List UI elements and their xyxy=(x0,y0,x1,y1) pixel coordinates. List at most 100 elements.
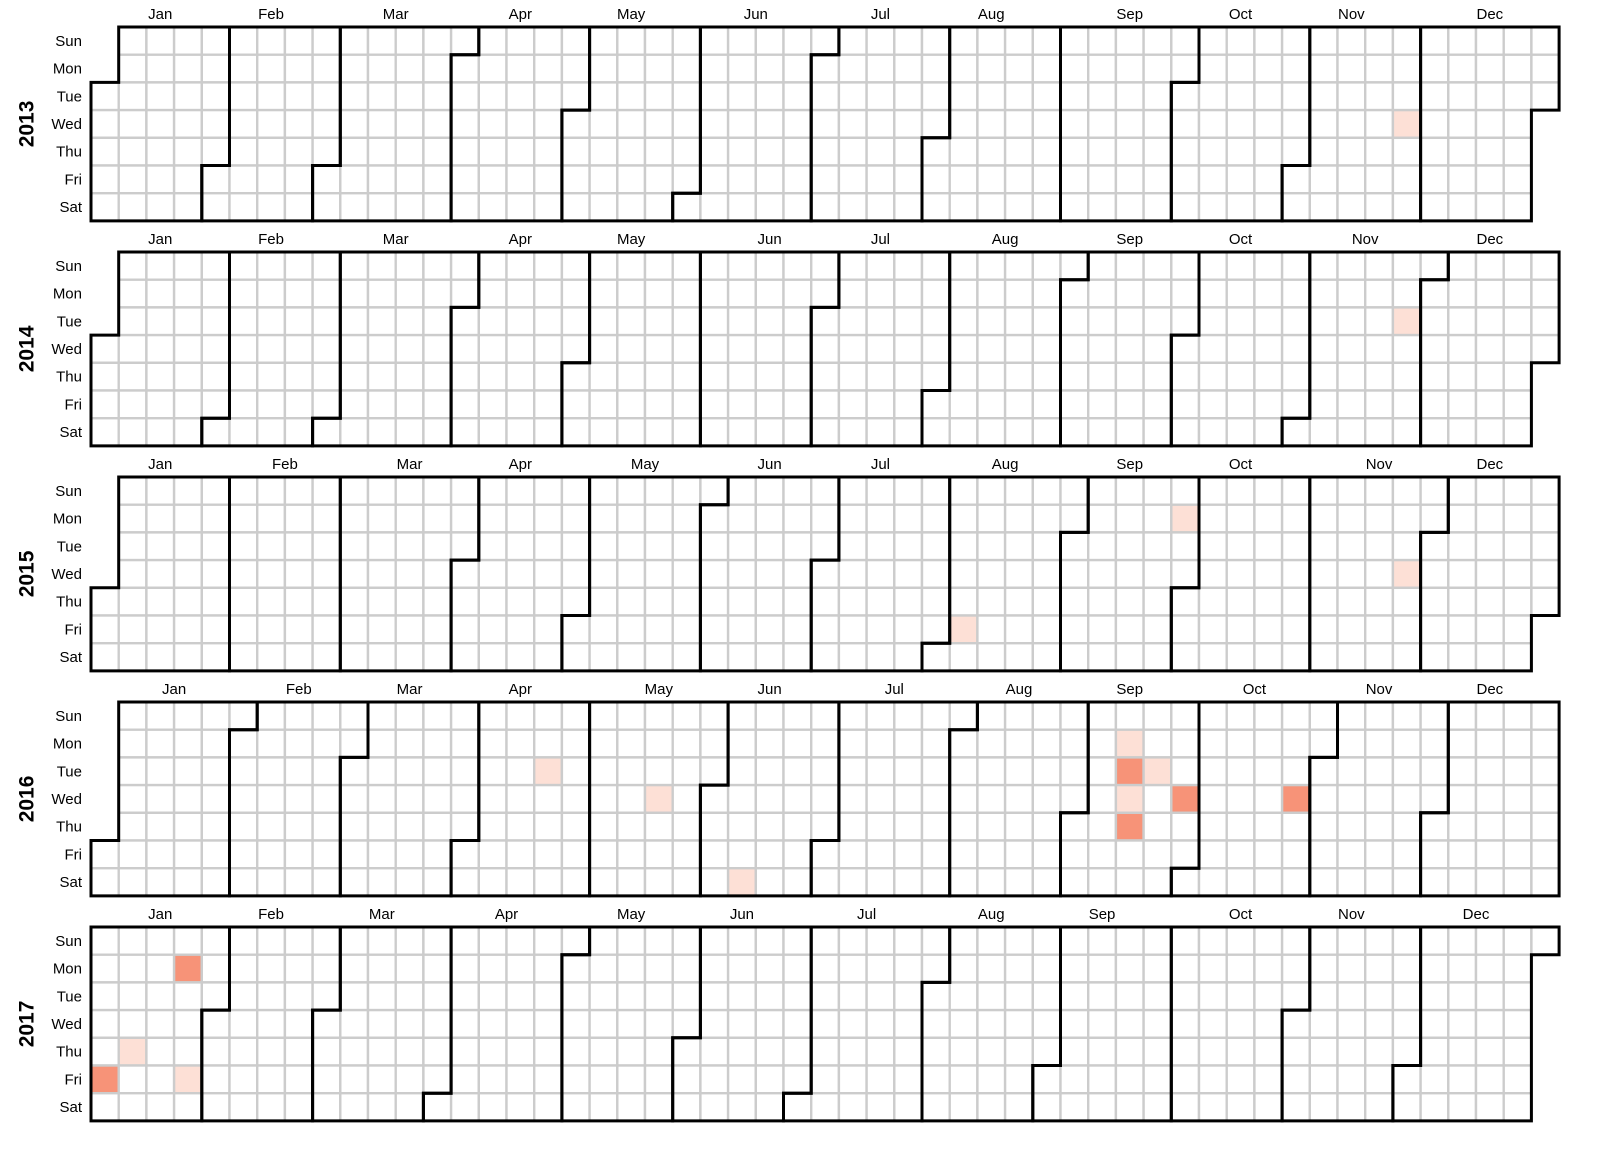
day-cell xyxy=(145,867,176,898)
day-cell xyxy=(643,981,674,1012)
day-cell xyxy=(1170,867,1201,898)
day-cell xyxy=(1308,333,1339,365)
day-cell xyxy=(616,25,647,56)
day-cell xyxy=(283,278,314,309)
day-cells xyxy=(89,250,1561,448)
day-cell xyxy=(394,531,425,562)
day-cell xyxy=(339,558,370,589)
day-cell xyxy=(588,531,619,562)
day-cell xyxy=(256,136,287,167)
day-cell xyxy=(89,164,120,195)
day-cell xyxy=(782,1036,813,1067)
day-cell xyxy=(1003,361,1034,392)
day-cell xyxy=(616,417,647,448)
day-cell xyxy=(976,756,1007,787)
day-cell xyxy=(1391,783,1422,814)
day-cell xyxy=(200,756,231,787)
day-cell xyxy=(948,417,979,448)
day-cell xyxy=(200,839,231,870)
day-cell xyxy=(782,981,813,1012)
day-cell xyxy=(948,81,979,112)
day-cell xyxy=(837,586,868,617)
day-cell xyxy=(1447,756,1478,787)
day-cell xyxy=(228,306,259,337)
day-cell xyxy=(837,25,868,56)
day-cell xyxy=(1170,25,1201,56)
month-label: Feb xyxy=(286,681,312,698)
day-cell xyxy=(1447,389,1478,420)
day-cell xyxy=(1391,586,1422,617)
day-cell xyxy=(1253,925,1284,956)
day-cell-value xyxy=(117,1036,148,1067)
day-cell xyxy=(893,250,924,281)
day-cell xyxy=(1225,25,1256,56)
day-cell xyxy=(1363,1091,1395,1123)
day-cell xyxy=(1003,1064,1034,1095)
day-cell xyxy=(172,136,204,167)
day-cell xyxy=(560,1036,591,1067)
day-cell xyxy=(366,700,397,731)
day-cell xyxy=(643,839,674,870)
day-cell xyxy=(588,191,619,223)
day-cell xyxy=(1280,250,1311,281)
day-cell xyxy=(1225,925,1256,956)
day-cell xyxy=(228,558,259,589)
day-cell xyxy=(1363,191,1395,223)
day-cell xyxy=(1086,531,1118,562)
day-cell xyxy=(366,306,397,337)
day-cell xyxy=(228,614,259,645)
day-cell xyxy=(588,278,619,309)
day-cell xyxy=(200,333,231,365)
weekday-label: Wed xyxy=(51,566,82,583)
day-cell xyxy=(616,642,647,673)
day-cell xyxy=(1363,811,1395,842)
day-cell xyxy=(782,839,813,870)
day-cell xyxy=(643,164,674,195)
day-cell xyxy=(228,728,259,759)
day-cell xyxy=(671,614,702,645)
day-cell xyxy=(1419,278,1450,309)
day-cell xyxy=(1086,839,1118,870)
month-label: Nov xyxy=(1338,906,1365,923)
day-cell xyxy=(256,306,287,337)
year-label: 2013 xyxy=(16,101,39,148)
day-cell xyxy=(1336,361,1367,392)
day-cell xyxy=(533,25,564,56)
day-cell xyxy=(782,925,813,956)
day-cell xyxy=(505,531,536,562)
day-cell xyxy=(1003,475,1034,506)
day-cell xyxy=(394,278,425,309)
day-cell xyxy=(200,417,231,448)
day-cell xyxy=(920,1064,951,1095)
day-cell xyxy=(172,756,204,787)
day-cell xyxy=(560,700,591,731)
day-cell xyxy=(1363,700,1395,731)
day-cell xyxy=(782,361,813,392)
day-cell xyxy=(893,756,924,787)
day-cell xyxy=(145,642,176,673)
day-cell xyxy=(1142,503,1173,534)
day-cell xyxy=(1197,981,1228,1012)
day-cell xyxy=(1031,136,1062,167)
day-cell xyxy=(1031,108,1062,139)
day-cell xyxy=(1447,278,1478,309)
day-cell xyxy=(366,953,397,984)
day-cell xyxy=(283,783,314,814)
weekday-label: Sat xyxy=(59,649,82,666)
day-cell xyxy=(671,783,702,814)
day-cell xyxy=(1086,25,1118,56)
day-cell xyxy=(311,417,342,448)
day-cell xyxy=(1059,361,1090,392)
day-cell xyxy=(1197,53,1228,84)
day-cell xyxy=(422,250,453,281)
day-cell xyxy=(89,614,120,645)
day-cell xyxy=(505,783,536,814)
day-cell xyxy=(699,475,730,506)
day-cell xyxy=(699,164,730,195)
day-cell xyxy=(145,925,176,956)
day-cell xyxy=(1170,558,1201,589)
day-cell xyxy=(283,333,314,365)
day-cell xyxy=(1003,417,1034,448)
day-cell xyxy=(117,503,148,534)
day-cell xyxy=(948,953,979,984)
